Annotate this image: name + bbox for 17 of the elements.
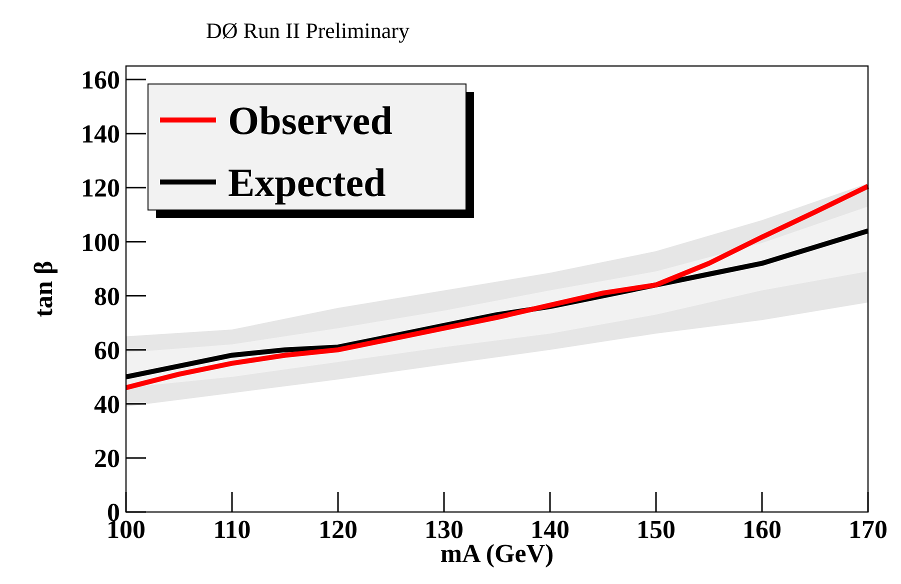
x-tick-label: 120 xyxy=(318,515,358,544)
y-tick-label: 60 xyxy=(94,336,120,365)
y-tick-label: 20 xyxy=(94,444,120,474)
x-tick-label: 160 xyxy=(742,515,782,544)
x-tick-label: 150 xyxy=(636,515,676,544)
y-axis-title: tan β xyxy=(29,260,58,318)
chart-title: DØ Run II Preliminary xyxy=(206,18,410,43)
y-tick-label: 140 xyxy=(81,120,120,149)
y-tick-label: 80 xyxy=(94,282,120,311)
x-tick-label: 170 xyxy=(848,515,888,544)
legend-label: Expected xyxy=(228,160,386,205)
y-tick-label: 40 xyxy=(94,390,120,419)
x-tick-label: 110 xyxy=(213,515,251,544)
y-tick-label: 120 xyxy=(81,174,120,203)
legend-label: Observed xyxy=(228,98,392,143)
y-tick-label: 160 xyxy=(81,66,120,95)
y-tick-label: 100 xyxy=(81,228,120,257)
